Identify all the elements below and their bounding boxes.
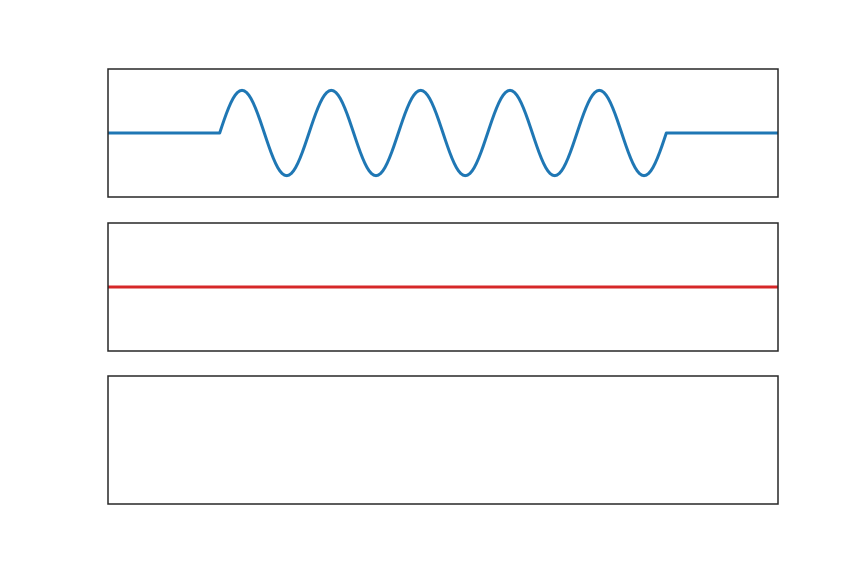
axes-frame-top bbox=[107, 68, 779, 198]
series-line-signal bbox=[108, 88, 778, 178]
plot-area-top bbox=[108, 88, 778, 178]
axes-frame-bottom bbox=[107, 375, 779, 505]
subplot-middle bbox=[107, 222, 779, 352]
subplot-top bbox=[107, 68, 779, 198]
axes-frame-middle bbox=[107, 222, 779, 352]
subplot-bottom bbox=[107, 375, 779, 505]
